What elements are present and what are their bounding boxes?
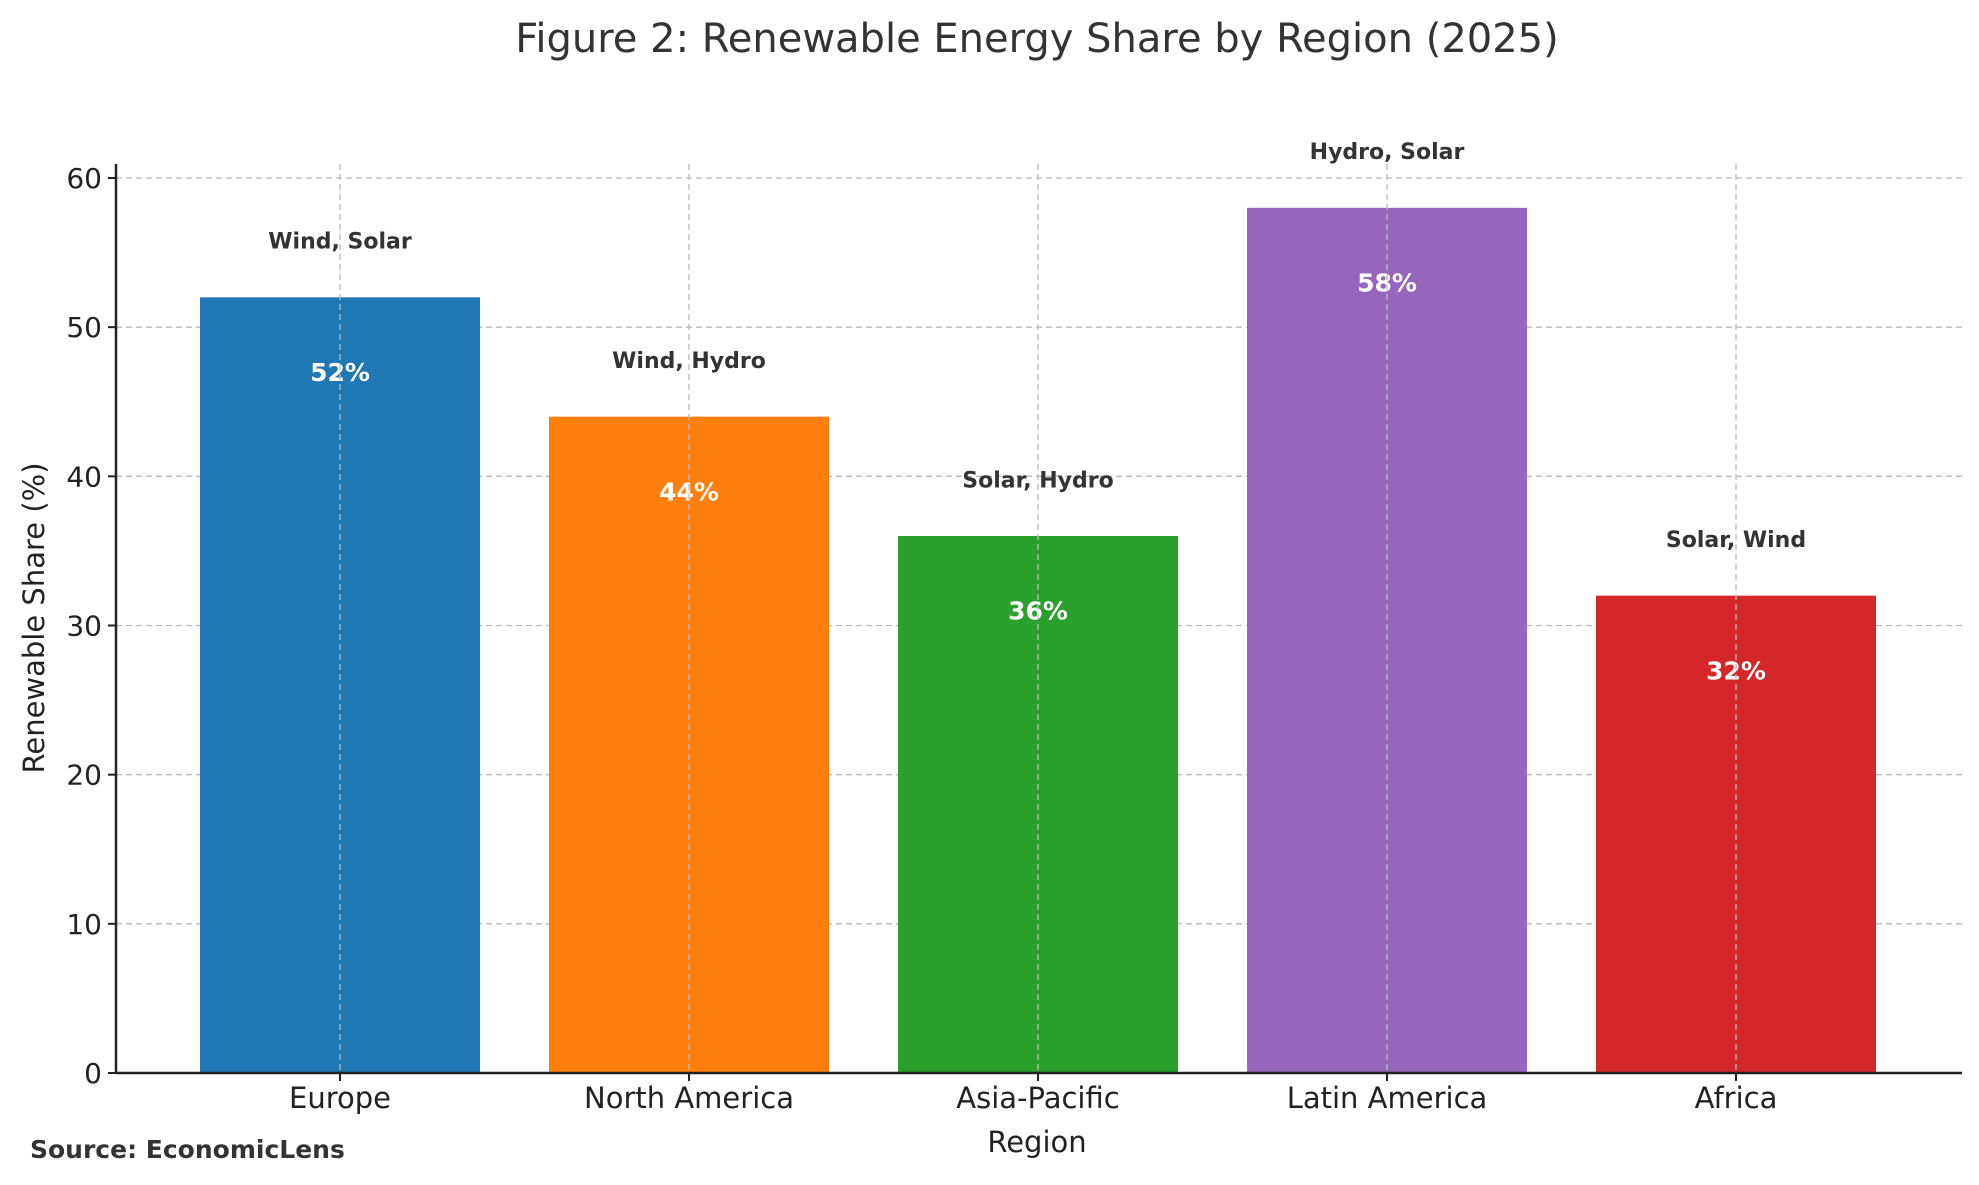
- y-axis-ticks: 0 10 20 30 40 50 60: [66, 162, 116, 1090]
- bar-value-label: 52%: [310, 358, 370, 387]
- x-axis-ticks: Europe North America Asia-Pacific Latin Ame…: [289, 1073, 1777, 1115]
- x-tick-label: North America: [584, 1081, 794, 1115]
- bar-annotation: Wind, Solar: [268, 230, 412, 255]
- y-tick-label: 50: [66, 311, 102, 344]
- bar-value-label: 36%: [1008, 597, 1068, 626]
- x-tick-label: Asia-Pacific: [956, 1081, 1119, 1115]
- y-tick-label: 40: [66, 460, 102, 493]
- y-axis-label: Renewable Share (%): [17, 462, 51, 773]
- x-axis-label: Region: [987, 1125, 1086, 1159]
- bar-annotation: Hydro, Solar: [1310, 140, 1465, 165]
- bar-value-label: 32%: [1706, 656, 1766, 685]
- x-tick-label: Europe: [289, 1081, 391, 1115]
- bar-value-label: 58%: [1357, 268, 1417, 297]
- y-tick-label: 20: [66, 759, 102, 792]
- y-tick-label: 10: [66, 908, 102, 941]
- chart-title: Figure 2: Renewable Energy Share by Regi…: [515, 16, 1558, 62]
- y-tick-label: 60: [66, 162, 102, 195]
- y-tick-label: 30: [66, 610, 102, 643]
- y-tick-label: 0: [84, 1057, 102, 1090]
- source-note: Source: EconomicLens: [30, 1135, 345, 1164]
- x-tick-label: Africa: [1695, 1081, 1778, 1115]
- x-tick-label: Latin America: [1287, 1081, 1488, 1115]
- bar-value-label: 44%: [659, 477, 719, 506]
- bar-annotation: Wind, Hydro: [612, 349, 766, 374]
